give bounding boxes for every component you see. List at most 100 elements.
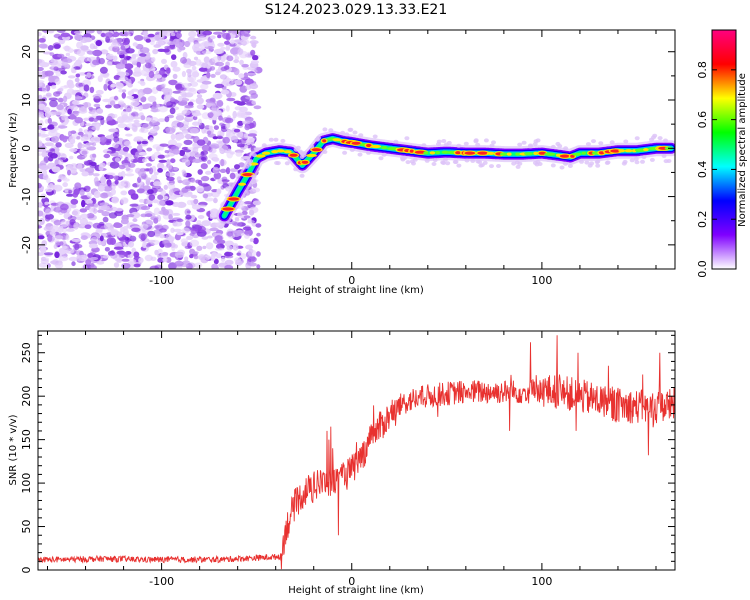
heatmap-noise-cell bbox=[149, 265, 160, 269]
heatmap-noise-cell bbox=[153, 171, 159, 176]
heatmap-noise-cell bbox=[200, 83, 209, 90]
y-tick-label: 200 bbox=[20, 386, 33, 407]
heatmap-track-hotspot bbox=[409, 149, 414, 153]
heatmap-speckle bbox=[633, 156, 639, 161]
heatmap-noise-cell bbox=[102, 254, 110, 259]
heatmap-noise-cell bbox=[60, 85, 69, 89]
heatmap-noise-cell bbox=[161, 87, 171, 93]
heatmap-noise-cell bbox=[90, 256, 99, 261]
heatmap-noise-cell bbox=[70, 204, 77, 209]
heatmap-noise-cell bbox=[56, 30, 66, 34]
heatmap-noise-cell bbox=[44, 142, 54, 147]
heatmap-noise-cell bbox=[74, 33, 83, 41]
heatmap-speckle bbox=[496, 164, 501, 168]
heatmap-noise-cell bbox=[226, 129, 231, 137]
heatmap-noise-cell bbox=[152, 48, 159, 55]
heatmap-track-hotspot bbox=[538, 151, 547, 155]
heatmap-speckle bbox=[445, 161, 451, 166]
heatmap-noise-cell bbox=[211, 263, 219, 269]
heatmap-noise-cell bbox=[172, 221, 178, 227]
colorbar-tick-label: 0.6 bbox=[696, 111, 709, 129]
y-tick-label: 50 bbox=[20, 520, 33, 534]
heatmap-noise-cell bbox=[161, 206, 166, 212]
heatmap-speckle bbox=[651, 135, 656, 140]
heatmap-noise-cell bbox=[240, 39, 250, 45]
heatmap-noise-cell bbox=[212, 31, 223, 35]
heatmap-speckle bbox=[491, 140, 496, 145]
heatmap-noise-cell bbox=[83, 160, 90, 165]
heatmap-noise-cell bbox=[170, 133, 176, 140]
heatmap-noise-cell bbox=[69, 155, 74, 160]
heatmap-noise-cell bbox=[133, 136, 144, 142]
heatmap-noise-cell bbox=[216, 136, 224, 140]
heatmap-noise-cell bbox=[220, 158, 225, 167]
heatmap-noise-cell bbox=[206, 71, 211, 79]
heatmap-noise-cell bbox=[117, 123, 128, 129]
heatmap-speckle bbox=[358, 133, 364, 138]
heatmap-speckle bbox=[663, 138, 668, 143]
heatmap-noise-cell bbox=[251, 100, 256, 105]
heatmap-noise-cell bbox=[118, 164, 126, 170]
heatmap-noise-cell bbox=[79, 208, 88, 213]
heatmap-speckle bbox=[378, 156, 384, 161]
heatmap-noise-cell bbox=[76, 216, 82, 221]
heatmap-speckle bbox=[532, 160, 538, 165]
heatmap-speckle bbox=[342, 150, 348, 155]
y-tick-label: -20 bbox=[20, 236, 33, 254]
heatmap-noise-cell bbox=[55, 142, 62, 148]
heatmap-noise-cell bbox=[148, 167, 154, 175]
heatmap-noise-cell bbox=[120, 45, 126, 51]
heatmap-speckle bbox=[464, 158, 470, 163]
heatmap-noise-cell bbox=[75, 73, 81, 78]
heatmap-noise-cell bbox=[97, 75, 103, 83]
heatmap-noise-cell bbox=[137, 80, 145, 84]
colorbar-frame bbox=[711, 29, 737, 270]
heatmap-noise-cell bbox=[201, 50, 212, 55]
heatmap-noise-cell bbox=[140, 223, 149, 230]
heatmap-noise-cell bbox=[175, 115, 185, 121]
heatmap-noise-cell bbox=[53, 44, 61, 49]
heatmap-noise-cell bbox=[51, 166, 61, 173]
heatmap-noise-cell bbox=[225, 46, 230, 51]
heatmap-noise-cell bbox=[95, 40, 103, 47]
heatmap-noise-cell bbox=[58, 159, 64, 166]
snr-axis-ticks: -100 0 100 0 50 100 150 200 250 bbox=[20, 331, 675, 588]
heatmap-noise-cell bbox=[230, 78, 237, 84]
heatmap-noise-cell bbox=[147, 230, 156, 238]
heatmap-noise-cell bbox=[209, 227, 219, 232]
heatmap-noise-cell bbox=[191, 65, 197, 71]
heatmap-noise-cell bbox=[96, 108, 104, 114]
heatmap-noise-cell bbox=[197, 254, 206, 261]
heatmap-noise-cell bbox=[67, 75, 76, 79]
heatmap-noise-cell bbox=[62, 245, 68, 250]
heatmap-noise-cell bbox=[249, 238, 254, 243]
heatmap-noise-cell bbox=[38, 32, 42, 37]
heatmap-noise-cell bbox=[38, 182, 42, 189]
heatmap-noise-cell bbox=[196, 185, 205, 193]
heatmap-noise-cell bbox=[69, 148, 78, 153]
heatmap-noise-cell bbox=[216, 188, 222, 195]
heatmap-speckle bbox=[479, 163, 485, 168]
heatmap-noise-cell bbox=[147, 239, 156, 243]
heatmap-noise-cell bbox=[38, 169, 45, 174]
heatmap-noise-cell bbox=[68, 256, 78, 262]
heatmap-noise-cell bbox=[193, 56, 199, 61]
snr-panel: -100 0 100 0 50 100 150 200 250 Height of straig… bbox=[8, 330, 676, 596]
heatmap-noise-cell bbox=[118, 100, 125, 105]
heatmap-noise-cell bbox=[164, 116, 170, 123]
heatmap-noise-cell bbox=[196, 94, 203, 99]
heatmap-noise-cell bbox=[220, 46, 227, 50]
heatmap-noise-cell bbox=[72, 243, 83, 249]
heatmap-speckle bbox=[328, 128, 334, 133]
heatmap-noise-cell bbox=[210, 35, 216, 40]
heatmap-track-hotspot bbox=[271, 150, 279, 154]
heatmap-noise-cell bbox=[95, 123, 100, 131]
heatmap-noise-cell bbox=[214, 83, 225, 89]
heatmap-noise-cell bbox=[97, 185, 105, 192]
heatmap-track-hotspot bbox=[581, 151, 586, 155]
heatmap-noise-cell bbox=[191, 251, 199, 255]
heatmap-noise-cell bbox=[251, 42, 257, 48]
heatmap-noise-cell bbox=[105, 174, 114, 180]
